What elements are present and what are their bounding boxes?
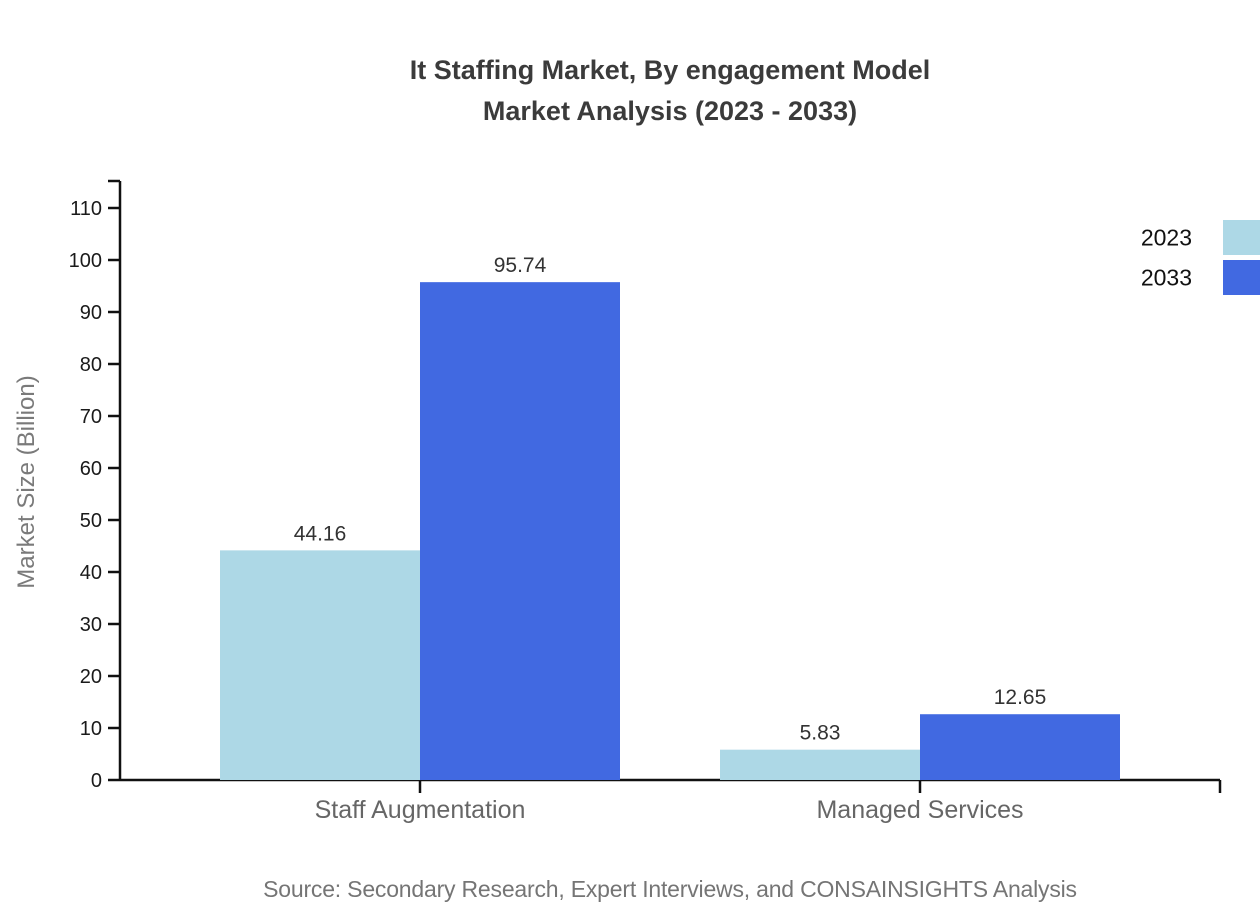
chart-title-line2: Market Analysis (2023 - 2033) [482, 96, 858, 126]
value-label-2033-managed-services: 12.65 [994, 686, 1047, 709]
legend-label-2023: 2023 [1141, 225, 1192, 251]
y-tick-label: 110 [70, 198, 102, 220]
chart-title-line1: It Staffing Market, By engagement Model [409, 55, 931, 85]
bar-2033-managed-services [920, 714, 1120, 780]
value-label-2023-staff-augmentation: 44.16 [294, 522, 347, 545]
legend-swatch-2033 [1223, 260, 1260, 295]
y-tick-label: 70 [80, 406, 102, 428]
chart-title: It Staffing Market, By engagement Model … [80, 50, 1260, 132]
value-label-2033-staff-augmentation: 95.74 [494, 254, 547, 277]
y-tick-label: 40 [80, 562, 102, 584]
y-tick-label: 60 [80, 458, 102, 480]
bar-2033-staff-augmentation [420, 282, 620, 780]
y-ticks: 0 10 20 30 40 50 60 70 80 90 100 110 [69, 198, 120, 792]
x-category-label-managed-services: Managed Services [816, 796, 1023, 824]
source-note: Source: Secondary Research, Expert Inter… [263, 876, 1077, 902]
bar-2023-staff-augmentation [220, 550, 420, 780]
y-tick-label: 0 [91, 770, 102, 792]
y-axis-title: Market Size (Billion) [13, 375, 40, 588]
legend: 2023 2033 [1141, 220, 1260, 295]
x-ticks: Staff Augmentation Managed Services [315, 780, 1024, 824]
y-tick-label: 50 [80, 510, 102, 532]
x-category-label-staff-augmentation: Staff Augmentation [315, 796, 526, 824]
y-tick-label: 100 [69, 250, 102, 272]
y-tick-label: 90 [80, 302, 102, 324]
bars: 44.16 5.83 95.74 12.65 [220, 254, 1120, 780]
bar-2023-managed-services [720, 749, 920, 780]
y-tick-label: 20 [80, 666, 102, 688]
value-label-2023-managed-services: 5.83 [800, 722, 841, 745]
legend-swatch-2023 [1223, 220, 1260, 255]
legend-label-2033: 2033 [1141, 265, 1192, 291]
y-tick-label: 30 [80, 614, 102, 636]
y-tick-label: 80 [80, 354, 102, 376]
y-tick-label: 10 [80, 718, 102, 740]
